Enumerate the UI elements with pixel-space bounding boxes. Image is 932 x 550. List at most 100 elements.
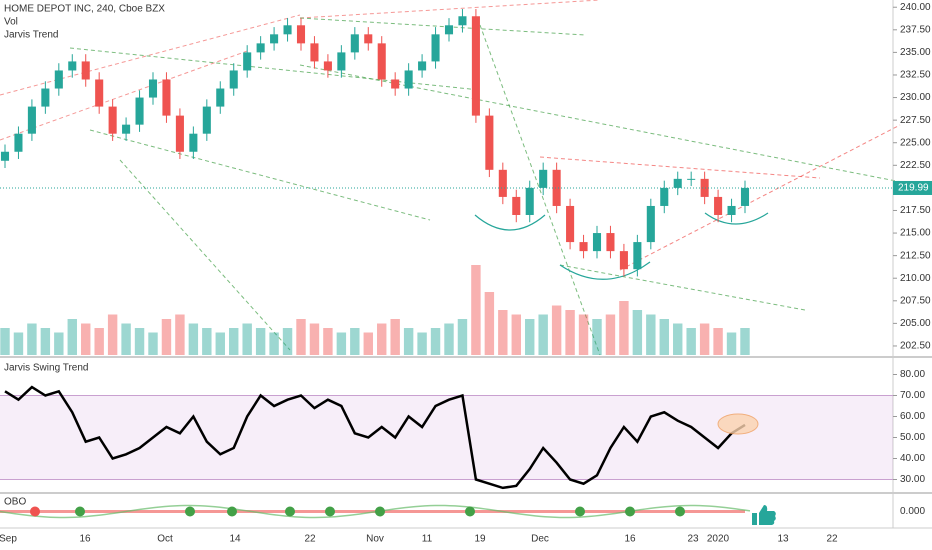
y-tick-label: 222.50 xyxy=(900,160,931,171)
volume-bar xyxy=(40,328,51,355)
y-tick-label: 207.50 xyxy=(900,295,931,306)
candle-body xyxy=(364,34,373,44)
y-tick-label: 30.00 xyxy=(900,474,925,485)
x-tick-label: Sep xyxy=(0,534,17,545)
volume-bar xyxy=(659,319,669,355)
x-tick-label: 2020 xyxy=(707,534,730,545)
candle-body xyxy=(566,205,575,243)
candle-body xyxy=(175,115,184,152)
x-tick-label: 11 xyxy=(422,534,433,545)
y-tick-label: 212.50 xyxy=(900,250,931,261)
candle-body xyxy=(216,88,225,107)
arc xyxy=(704,212,769,225)
candle-body xyxy=(391,79,400,89)
candle-body xyxy=(135,97,144,125)
y-tick-label: 232.50 xyxy=(900,70,931,81)
candle-body xyxy=(162,79,171,116)
x-tick-label: 13 xyxy=(777,534,789,545)
x-tick-label: 14 xyxy=(229,534,241,545)
candle-body xyxy=(606,233,615,252)
trend-line xyxy=(539,156,821,179)
candle-body xyxy=(296,25,306,44)
candle-body xyxy=(552,169,561,206)
candle-body xyxy=(485,115,494,170)
volume-bar xyxy=(484,292,495,355)
signal-dot xyxy=(227,506,237,517)
icon-part xyxy=(759,505,776,525)
volume-bar xyxy=(255,328,266,355)
volume-bar xyxy=(417,332,427,355)
volume-bar xyxy=(713,328,723,355)
obo-wave xyxy=(0,504,751,519)
trend-line xyxy=(299,0,601,19)
y-tick-label: 80.00 xyxy=(900,369,925,380)
candle-body xyxy=(714,196,723,215)
signal-dot xyxy=(465,506,475,517)
indicator-label: Jarvis Trend xyxy=(4,30,58,41)
candle-body xyxy=(646,205,655,243)
y-tick-label: 227.50 xyxy=(900,115,931,126)
signal-dot xyxy=(675,506,685,517)
candle-body xyxy=(108,106,117,134)
candle-body xyxy=(310,43,319,62)
volume-bar xyxy=(538,314,548,355)
volume-bar xyxy=(188,323,199,355)
candle-body xyxy=(687,178,696,180)
volume-bar xyxy=(229,328,239,355)
candle-body xyxy=(444,25,454,35)
volume-bar xyxy=(592,319,602,355)
volume-bar xyxy=(94,328,104,355)
last-price-label: 219.99 xyxy=(898,183,929,194)
volume-bar xyxy=(403,328,414,355)
candle-body xyxy=(270,34,279,44)
volume-bar xyxy=(498,310,508,355)
indicator-label: Vol xyxy=(4,17,18,28)
candle-body xyxy=(633,242,642,270)
candle-body xyxy=(539,169,548,188)
signal-dot xyxy=(575,506,585,517)
volume-bar xyxy=(619,301,629,355)
volume-bar xyxy=(511,314,521,355)
candle-body xyxy=(202,106,211,134)
trend-line xyxy=(619,124,901,271)
volume-bar xyxy=(350,328,360,355)
volume-bar xyxy=(336,332,347,355)
x-tick-label: 23 xyxy=(687,534,699,545)
chart-title: HOME DEPOT INC, 240, Cboe BZX xyxy=(4,4,165,15)
signal-dot xyxy=(75,506,85,517)
volume-bar xyxy=(551,305,562,355)
signal-dot xyxy=(325,506,335,517)
x-tick-label: Nov xyxy=(366,534,384,545)
x-tick-label: 16 xyxy=(79,534,91,545)
y-tick-label: 50.00 xyxy=(900,432,925,443)
volume-bar xyxy=(632,310,643,355)
volume-bar xyxy=(107,314,118,355)
volume-bar xyxy=(0,328,10,355)
trend-line xyxy=(299,17,586,36)
volume-bar xyxy=(309,323,320,355)
signal-dot xyxy=(185,506,195,517)
volume-bar xyxy=(323,328,333,355)
candle-body xyxy=(377,43,386,80)
candle-body xyxy=(498,169,507,197)
trend-line xyxy=(0,49,251,141)
trend-line xyxy=(89,129,431,221)
candle-body xyxy=(243,52,252,71)
candle-body xyxy=(283,25,292,35)
candle-body xyxy=(122,124,131,134)
candle-body xyxy=(471,16,480,116)
volume-bar xyxy=(121,323,131,355)
candle-body xyxy=(431,34,440,62)
candle-body xyxy=(81,61,90,80)
arc xyxy=(474,214,546,231)
y-tick-label: 240.00 xyxy=(900,2,931,13)
candle-body xyxy=(512,196,521,215)
candle-body xyxy=(54,70,63,89)
volume-bar xyxy=(215,332,225,355)
volume-bar xyxy=(740,328,750,355)
y-tick-label: 0.000 xyxy=(900,506,925,517)
y-tick-label: 237.50 xyxy=(900,24,931,35)
volume-bar xyxy=(457,319,468,355)
candle-body xyxy=(95,79,104,107)
highlight xyxy=(717,413,759,435)
